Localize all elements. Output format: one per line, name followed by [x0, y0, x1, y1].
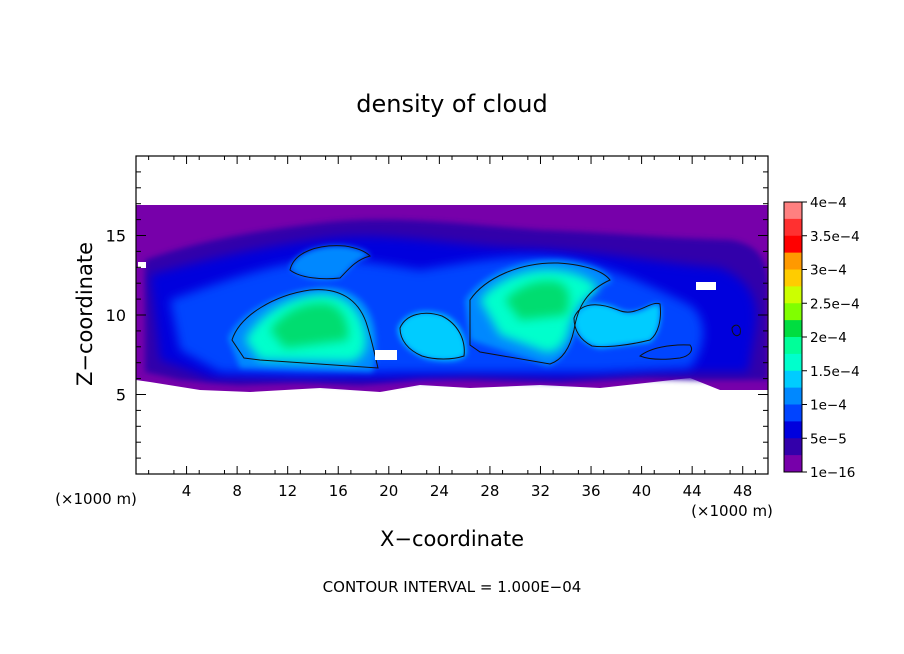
colorbar-swatch: [784, 269, 802, 287]
colorbar-label: 4e−4: [810, 195, 847, 211]
colorbar-swatch: [784, 252, 802, 270]
x-axis-label: X−coordinate: [380, 527, 524, 551]
x-tick-label: 12: [278, 482, 297, 500]
colorbar-swatch: [784, 455, 802, 473]
colorbar-swatch: [784, 370, 802, 389]
colorbar-label: 2.5e−4: [810, 296, 860, 312]
x-tick-label: 24: [430, 482, 449, 500]
colorbar-swatch: [784, 353, 802, 372]
colorbar-label: 3e−4: [810, 263, 847, 279]
colorbar-swatch: [784, 320, 802, 338]
colorbar-swatch: [784, 421, 802, 439]
colorbar-swatch: [784, 235, 802, 254]
colorbar-label: 1.5e−4: [810, 364, 860, 380]
no-cloud-gap: [375, 350, 397, 360]
contour-line: [731, 324, 741, 337]
x-unit-label-left: (×1000 m): [55, 490, 137, 508]
chart-title: density of cloud: [356, 90, 547, 118]
colorbar-swatch: [784, 303, 802, 321]
contour-line: [469, 262, 611, 365]
x-tick-label: 36: [581, 482, 600, 500]
colorbar-swatch: [784, 337, 802, 355]
contour-line: [639, 344, 693, 360]
core-mid-lightblue: [398, 311, 467, 361]
colorbar-label: 5e−5: [810, 431, 847, 447]
colorbar-swatch: [784, 286, 802, 304]
x-tick-label: 48: [733, 482, 752, 500]
no-cloud-gap: [138, 262, 146, 268]
y-tick-label: 5: [116, 386, 126, 405]
x-tick-label: 8: [232, 482, 242, 500]
x-tick-label: 16: [329, 482, 348, 500]
x-tick-label: 44: [683, 482, 702, 500]
x-ticks: 4 8 12 16 20 24 28 32 36 40 44 48: [148, 156, 756, 500]
contour-line: [399, 312, 465, 360]
colorbar-label: 1e−4: [810, 398, 847, 414]
core-upper-lightblue: [290, 245, 370, 280]
x-tick-label: 28: [480, 482, 499, 500]
colorbar-swatch: [784, 202, 802, 220]
colorbar-swatch: [784, 218, 802, 237]
colorbar-swatch: [784, 438, 802, 456]
colorbar-swatch: [784, 387, 802, 405]
density-field: [136, 205, 768, 392]
colorbar-label: 1e−16: [810, 465, 855, 481]
core-left-green: [270, 302, 349, 348]
colorbar-swatch: [784, 404, 802, 422]
y-axis-label: Z−coordinate: [73, 242, 97, 386]
x-tick-label: 40: [632, 482, 651, 500]
colorbar-label: 3.5e−4: [810, 229, 860, 245]
contour-line: [289, 245, 371, 280]
y-tick-label: 10: [106, 306, 126, 325]
x-unit-label-right: (×1000 m): [691, 502, 773, 520]
no-cloud-gap: [696, 282, 716, 290]
core-right-green: [505, 280, 570, 320]
core-east-lightblue: [574, 303, 661, 348]
x-tick-label: 32: [531, 482, 550, 500]
y-tick-label: 15: [106, 227, 126, 246]
contour-line: [573, 302, 661, 348]
x-tick-label: 4: [182, 482, 192, 500]
contour-interval-footer: CONTOUR INTERVAL = 1.000E−04: [323, 578, 582, 596]
x-tick-label: 20: [379, 482, 398, 500]
colorbar: 4e−4 3.5e−4 3e−4 2.5e−4 2e−4 1.5e−4 1e−4 5e−5 1e…: [783, 195, 860, 481]
colorbar-label: 2e−4: [810, 330, 847, 346]
y-ticks: 5 10 15: [106, 171, 768, 459]
